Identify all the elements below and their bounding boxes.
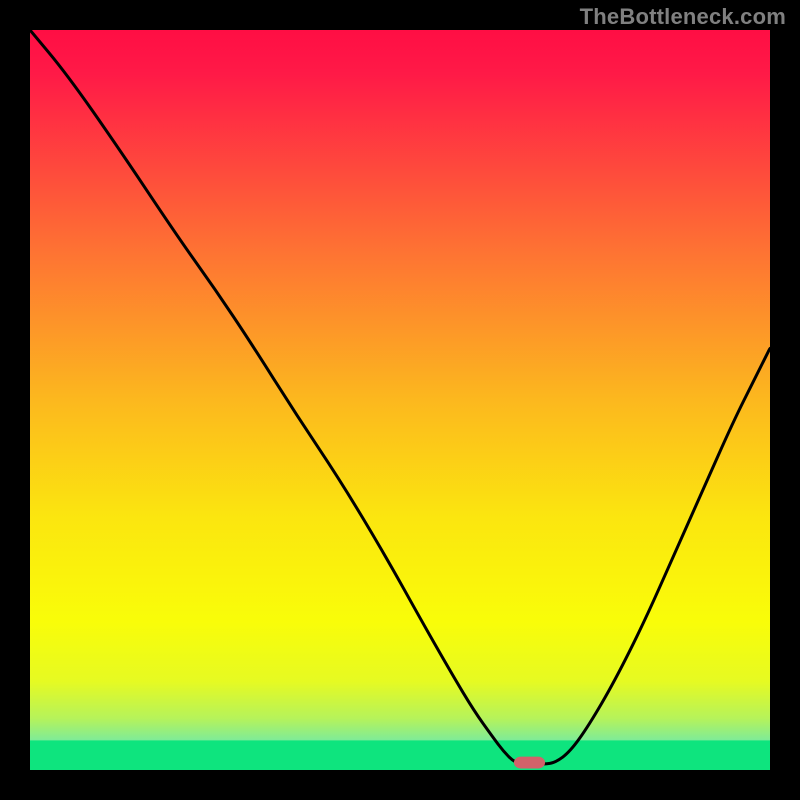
bottleneck-chart: TheBottleneck.com: [0, 0, 800, 800]
optimal-marker: [514, 757, 545, 769]
green-band: [30, 740, 770, 770]
chart-svg: [0, 0, 800, 800]
gradient-background: [30, 30, 770, 770]
